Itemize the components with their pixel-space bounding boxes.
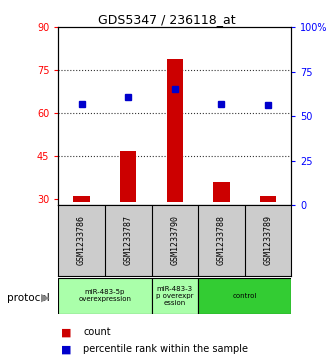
Bar (167, 59, 183, 202)
Bar (198, 278, 291, 314)
Text: GSM1233790: GSM1233790 (170, 216, 179, 265)
Text: miR-483-5p
overexpression: miR-483-5p overexpression (78, 289, 132, 302)
Bar (73, 196, 90, 202)
Bar (120, 151, 137, 202)
Text: ▶: ▶ (41, 293, 49, 303)
Bar (152, 278, 198, 314)
Text: GSM1233786: GSM1233786 (77, 216, 86, 265)
Text: percentile rank within the sample: percentile rank within the sample (83, 344, 248, 354)
Text: protocol: protocol (7, 293, 49, 303)
Text: count: count (83, 327, 111, 337)
Text: ■: ■ (61, 344, 72, 354)
Text: GSM1233787: GSM1233787 (124, 216, 133, 265)
Text: ■: ■ (61, 327, 72, 337)
Text: GDS5347 / 236118_at: GDS5347 / 236118_at (98, 13, 235, 26)
Bar (213, 182, 230, 202)
Bar (58, 278, 152, 314)
Text: miR-483-3
p overexpr
ession: miR-483-3 p overexpr ession (156, 286, 193, 306)
Text: GSM1233789: GSM1233789 (263, 216, 273, 265)
Text: control: control (232, 293, 257, 299)
Bar (260, 196, 276, 202)
Text: GSM1233788: GSM1233788 (217, 216, 226, 265)
